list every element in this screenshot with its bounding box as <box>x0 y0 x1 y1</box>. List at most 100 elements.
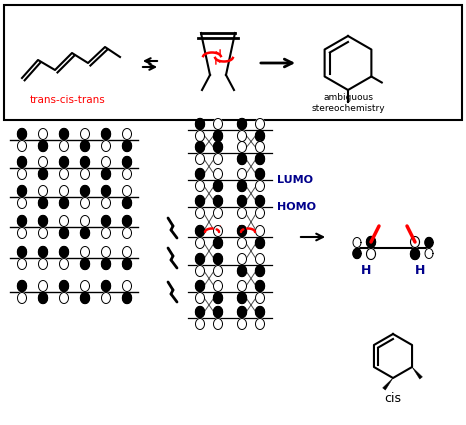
Polygon shape <box>60 168 69 179</box>
Polygon shape <box>255 119 265 130</box>
Polygon shape <box>238 119 247 130</box>
Polygon shape <box>18 156 27 167</box>
Polygon shape <box>213 196 222 207</box>
Polygon shape <box>196 266 205 277</box>
Polygon shape <box>123 168 131 179</box>
Text: H: H <box>361 264 371 277</box>
Polygon shape <box>18 280 27 292</box>
Polygon shape <box>123 246 131 258</box>
Polygon shape <box>81 215 89 227</box>
Text: LUMO: LUMO <box>277 175 313 185</box>
Polygon shape <box>196 318 205 329</box>
Polygon shape <box>196 168 205 179</box>
Polygon shape <box>255 196 265 207</box>
Text: H: H <box>415 264 425 277</box>
Polygon shape <box>213 207 222 218</box>
Polygon shape <box>255 292 265 303</box>
Polygon shape <box>213 181 222 192</box>
Polygon shape <box>238 266 247 277</box>
Text: cis: cis <box>384 391 402 405</box>
Polygon shape <box>238 226 247 236</box>
Polygon shape <box>102 292 110 303</box>
Polygon shape <box>60 198 69 209</box>
Polygon shape <box>255 207 265 218</box>
Polygon shape <box>213 253 222 264</box>
Polygon shape <box>255 318 265 329</box>
Polygon shape <box>18 141 27 151</box>
Polygon shape <box>238 181 247 192</box>
Polygon shape <box>238 280 247 292</box>
Polygon shape <box>102 227 110 238</box>
Polygon shape <box>213 226 222 236</box>
Polygon shape <box>213 142 222 153</box>
Polygon shape <box>81 168 89 179</box>
Polygon shape <box>238 318 247 329</box>
Polygon shape <box>18 185 27 196</box>
Polygon shape <box>196 306 205 317</box>
Polygon shape <box>353 249 361 258</box>
Polygon shape <box>196 153 205 164</box>
Polygon shape <box>39 280 48 292</box>
Text: trans-cis-trans: trans-cis-trans <box>30 95 106 105</box>
Polygon shape <box>102 141 110 151</box>
Polygon shape <box>196 226 205 236</box>
Polygon shape <box>102 280 110 292</box>
Polygon shape <box>412 367 422 379</box>
Polygon shape <box>81 246 89 258</box>
Polygon shape <box>39 215 48 227</box>
Polygon shape <box>60 156 69 167</box>
Polygon shape <box>255 226 265 236</box>
Polygon shape <box>39 292 48 303</box>
Polygon shape <box>213 168 222 179</box>
Polygon shape <box>367 236 376 247</box>
Polygon shape <box>196 130 205 142</box>
Polygon shape <box>196 181 205 192</box>
Polygon shape <box>123 227 131 238</box>
Polygon shape <box>60 246 69 258</box>
Polygon shape <box>196 142 205 153</box>
Polygon shape <box>39 141 48 151</box>
Polygon shape <box>102 185 110 196</box>
Polygon shape <box>123 258 131 269</box>
Polygon shape <box>425 249 433 258</box>
Polygon shape <box>213 318 222 329</box>
Polygon shape <box>102 198 110 209</box>
Polygon shape <box>213 153 222 164</box>
Polygon shape <box>255 153 265 164</box>
Polygon shape <box>238 153 247 164</box>
Polygon shape <box>123 292 131 303</box>
Polygon shape <box>81 258 89 269</box>
Polygon shape <box>39 156 48 167</box>
Polygon shape <box>255 181 265 192</box>
Polygon shape <box>383 378 393 390</box>
Polygon shape <box>238 253 247 264</box>
Polygon shape <box>367 249 376 260</box>
Polygon shape <box>213 266 222 277</box>
Polygon shape <box>39 128 48 139</box>
Polygon shape <box>196 119 205 130</box>
Polygon shape <box>18 246 27 258</box>
Polygon shape <box>18 258 27 269</box>
Polygon shape <box>196 280 205 292</box>
Polygon shape <box>81 292 89 303</box>
Polygon shape <box>255 253 265 264</box>
Polygon shape <box>123 280 131 292</box>
Polygon shape <box>123 185 131 196</box>
Polygon shape <box>18 227 27 238</box>
Polygon shape <box>102 168 110 179</box>
Polygon shape <box>102 215 110 227</box>
Polygon shape <box>196 238 205 249</box>
Polygon shape <box>81 128 89 139</box>
Polygon shape <box>39 246 48 258</box>
Polygon shape <box>238 168 247 179</box>
Polygon shape <box>81 156 89 167</box>
Polygon shape <box>102 246 110 258</box>
Polygon shape <box>238 238 247 249</box>
Polygon shape <box>238 130 247 142</box>
Polygon shape <box>213 292 222 303</box>
Polygon shape <box>213 238 222 249</box>
Polygon shape <box>60 227 69 238</box>
Polygon shape <box>39 185 48 196</box>
Polygon shape <box>81 280 89 292</box>
Polygon shape <box>39 168 48 179</box>
